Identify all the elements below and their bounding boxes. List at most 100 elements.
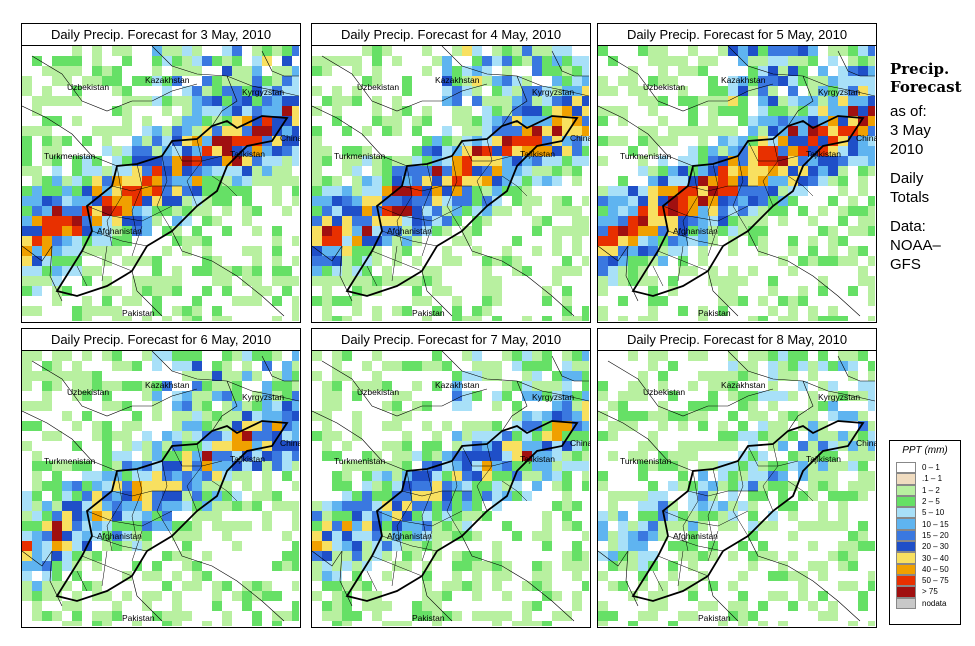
precip-cell bbox=[222, 66, 232, 76]
precip-cell bbox=[858, 86, 868, 96]
precip-cell bbox=[678, 611, 688, 621]
precip-cell bbox=[542, 296, 552, 306]
precip-cell bbox=[232, 541, 242, 551]
province-border bbox=[401, 490, 472, 497]
precip-cell bbox=[678, 176, 688, 186]
precip-cell bbox=[698, 351, 708, 361]
precip-cell bbox=[748, 511, 758, 521]
precip-cell bbox=[582, 86, 589, 96]
precip-cell bbox=[292, 541, 299, 551]
precip-cell bbox=[798, 66, 808, 76]
precip-cell bbox=[172, 521, 182, 531]
precip-cell bbox=[322, 56, 332, 66]
precip-cell bbox=[512, 186, 522, 196]
precip-cell bbox=[442, 521, 452, 531]
precip-cell bbox=[342, 601, 352, 611]
province-border bbox=[76, 265, 88, 287]
precip-cell bbox=[542, 411, 552, 421]
precip-cell bbox=[778, 196, 788, 206]
precip-cell bbox=[32, 256, 42, 266]
precip-cell bbox=[352, 196, 362, 206]
precip-cell bbox=[858, 531, 868, 541]
precip-cell bbox=[422, 196, 432, 206]
precip-cell bbox=[192, 561, 202, 571]
precip-cell bbox=[272, 591, 282, 601]
precip-cell bbox=[42, 236, 52, 246]
precip-cell bbox=[242, 601, 252, 611]
precip-cell bbox=[472, 471, 482, 481]
precip-cell bbox=[522, 136, 532, 146]
precip-cell bbox=[272, 126, 282, 136]
precip-cell bbox=[292, 461, 299, 471]
precip-cell bbox=[758, 316, 768, 321]
precip-cell bbox=[152, 66, 162, 76]
precip-cell bbox=[212, 216, 222, 226]
precip-cell bbox=[62, 491, 72, 501]
precip-cell bbox=[72, 491, 82, 501]
precip-cell bbox=[698, 156, 708, 166]
precip-cell bbox=[748, 431, 758, 441]
province-border bbox=[446, 460, 463, 537]
precip-cell bbox=[748, 206, 758, 216]
precip-cell bbox=[858, 66, 868, 76]
precip-cell bbox=[332, 591, 342, 601]
precip-cell bbox=[142, 351, 152, 361]
precip-cell bbox=[838, 501, 848, 511]
precip-cell bbox=[748, 186, 758, 196]
province-border bbox=[662, 510, 749, 527]
precip-cell bbox=[778, 411, 788, 421]
precip-cell bbox=[42, 461, 52, 471]
precip-cell bbox=[482, 206, 492, 216]
precip-cell bbox=[202, 216, 212, 226]
precip-cell bbox=[838, 581, 848, 591]
precip-cell bbox=[142, 166, 152, 176]
precip-cell bbox=[472, 591, 482, 601]
precip-cell bbox=[848, 146, 858, 156]
precip-cell bbox=[262, 286, 272, 296]
precip-cell bbox=[552, 401, 562, 411]
precip-cell bbox=[102, 511, 112, 521]
precip-cell bbox=[542, 166, 552, 176]
precip-cell bbox=[768, 126, 778, 136]
precip-cell bbox=[522, 611, 532, 621]
precip-cell bbox=[232, 501, 242, 511]
precip-cell bbox=[202, 511, 212, 521]
precip-cell bbox=[472, 421, 482, 431]
precip-cell bbox=[532, 561, 542, 571]
precip-cell bbox=[72, 531, 82, 541]
precip-cell bbox=[142, 196, 152, 206]
precip-cell bbox=[112, 531, 122, 541]
precip-cell bbox=[392, 541, 402, 551]
precip-cell bbox=[738, 421, 748, 431]
country-label-kazakhstan: Kazakhstan bbox=[145, 380, 190, 390]
precip-cell bbox=[52, 156, 62, 166]
precip-cell bbox=[132, 481, 142, 491]
precip-cell bbox=[432, 136, 442, 146]
precip-cell bbox=[868, 136, 875, 146]
precip-cell bbox=[52, 361, 62, 371]
precip-cell bbox=[572, 236, 582, 246]
precip-cell bbox=[282, 286, 292, 296]
precip-cell bbox=[512, 86, 522, 96]
precip-cell bbox=[162, 491, 172, 501]
precip-cell bbox=[252, 76, 262, 86]
precip-cell bbox=[82, 391, 92, 401]
province-border bbox=[707, 163, 719, 237]
precip-cell bbox=[848, 561, 858, 571]
precip-cell bbox=[162, 441, 172, 451]
precip-cell bbox=[102, 611, 112, 621]
precip-cell bbox=[648, 46, 658, 56]
precip-cell bbox=[52, 521, 62, 531]
precip-cell bbox=[598, 136, 608, 146]
precip-cell bbox=[698, 571, 708, 581]
precip-cell bbox=[72, 371, 82, 381]
precip-cell bbox=[462, 461, 472, 471]
precip-cell bbox=[492, 421, 502, 431]
precip-cell bbox=[502, 106, 512, 116]
precip-cell bbox=[858, 441, 868, 451]
country-label-kyrgyzstan: Kyrgyzstan bbox=[818, 392, 861, 402]
precip-cell bbox=[242, 216, 252, 226]
precip-cell bbox=[262, 471, 272, 481]
precip-cell bbox=[572, 441, 582, 451]
precip-cell bbox=[818, 361, 828, 371]
